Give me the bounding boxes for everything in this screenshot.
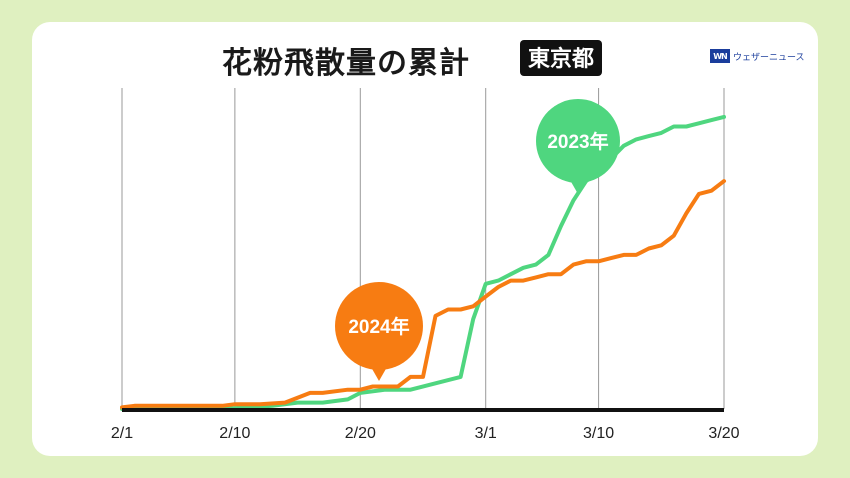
callout-0: 2023年 [536,99,620,194]
callout-bubble-0 [536,99,620,183]
grid-lines [121,88,725,409]
callout-label-0: 2023年 [547,130,608,153]
region-badge: 東京都 [520,40,603,76]
callout-label-1: 2024年 [348,315,409,338]
callout-1: 2024年 [335,282,423,381]
series-lines [120,114,726,411]
callout-bubble-1 [335,282,423,370]
header: 花粉飛散量の累計 東京都 [0,32,850,82]
x-tick-label-4: 3/10 [583,425,614,442]
x-tick-label-5: 3/20 [708,425,739,442]
brand-name: ウェザーニュース [733,52,805,63]
callouts: 2023年 2024年 [335,99,620,381]
brand: WN ウェザーニュース [710,48,805,64]
x-tick-labels: 2/1 2/10 2/20 3/1 3/10 3/20 [111,425,740,442]
x-tick-label-2: 2/20 [345,425,376,442]
callout-pointer-1 [371,367,387,381]
callout-pointer-0 [570,180,586,194]
page-title: 花粉飛散量の累計 [222,46,470,81]
weathernews-logo-icon: WN [710,49,730,63]
series-line-1 [120,179,726,410]
x-tick-label-3: 3/1 [475,425,497,442]
x-tick-label-0: 2/1 [111,425,133,442]
series-line-0 [120,114,726,411]
chart-card [32,22,818,456]
x-tick-label-1: 2/10 [219,425,250,442]
